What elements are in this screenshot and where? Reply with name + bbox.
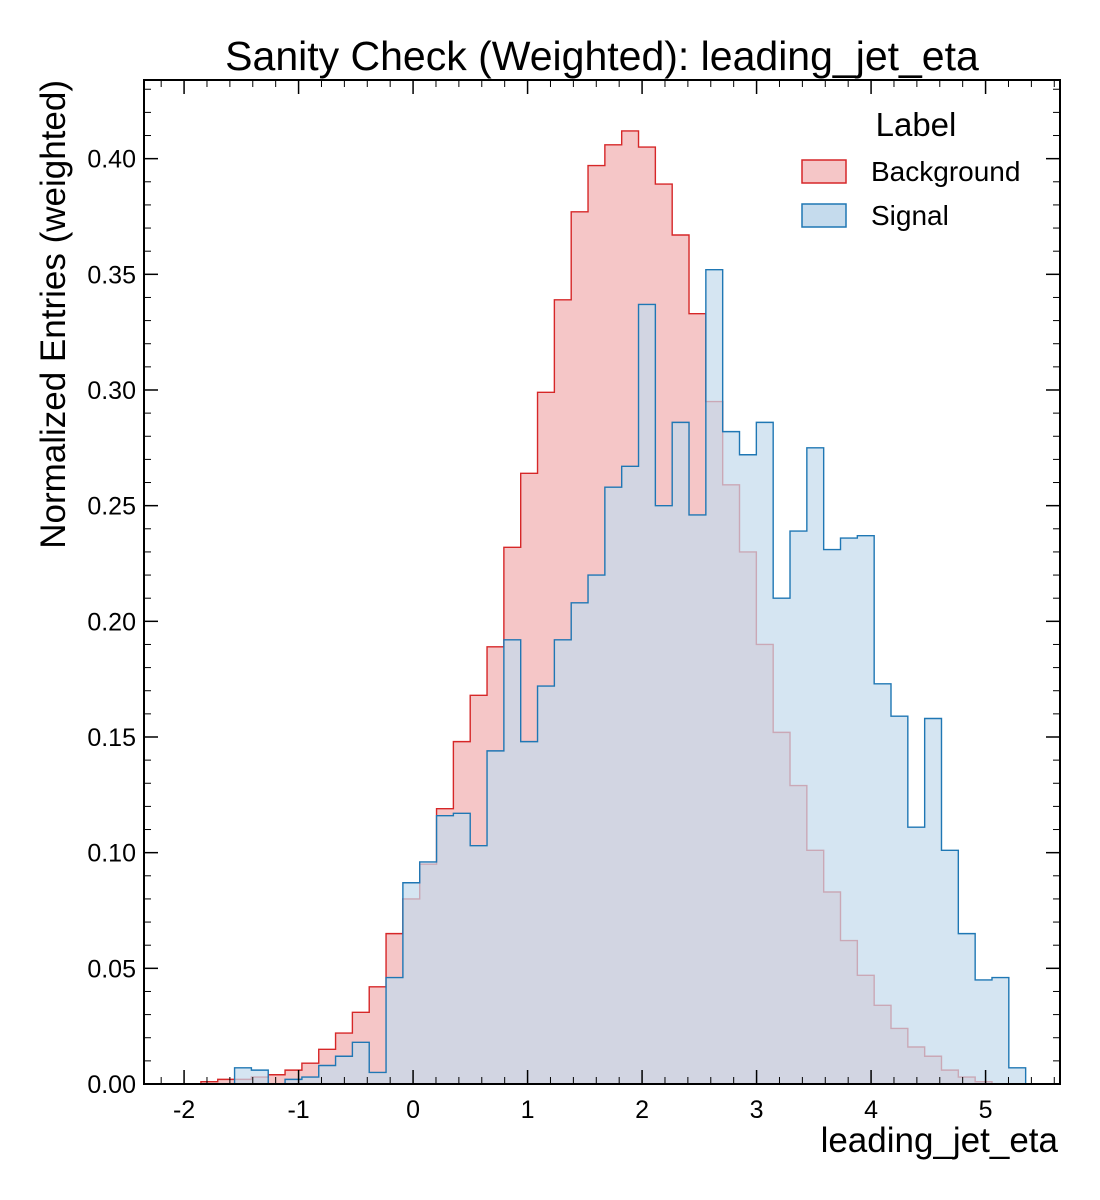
legend-swatch-signal [801, 203, 847, 228]
legend-swatch-background [801, 159, 847, 184]
legend-label-background: Background [871, 156, 1020, 187]
y-tick-label: 0.20 [87, 608, 136, 636]
y-tick-label: 0.30 [87, 377, 136, 405]
x-tick-label: 0 [406, 1096, 420, 1124]
y-tick-label: 0.10 [87, 840, 136, 868]
legend-title: Label [876, 106, 957, 143]
x-tick-label: 4 [864, 1096, 878, 1124]
y-tick-label: 0.35 [87, 261, 136, 289]
y-tick-label: 0.25 [87, 493, 136, 521]
x-tick-label: 1 [521, 1096, 535, 1124]
x-tick-label: 5 [979, 1096, 993, 1124]
y-axis-label: Normalized Entries (weighted) [34, 80, 73, 549]
axis-ticks: -2 -1 0 1 2 3 4 5 0.00 0.05 0.10 0.15 0.20 0.25 0.30 0.… [87, 80, 1060, 1124]
y-tick-label: 0.00 [87, 1071, 136, 1099]
y-tick-label: 0.40 [87, 146, 136, 174]
chart-title: Sanity Check (Weighted): leading_jet_eta [225, 33, 979, 79]
legend-label-signal: Signal [871, 200, 949, 231]
series-outline-signal [184, 269, 1027, 1085]
plot-area [184, 130, 1027, 1085]
series-fill-signal [184, 269, 1026, 1084]
x-axis-label: leading_jet_eta [821, 1121, 1059, 1160]
x-tick-label: -2 [173, 1096, 195, 1124]
plot-frame [143, 79, 1061, 1085]
x-tick-label: 3 [750, 1096, 764, 1124]
x-tick-label: 2 [635, 1096, 649, 1124]
x-tick-label: -1 [287, 1096, 309, 1124]
legend: Label Background Signal [801, 106, 1020, 231]
y-tick-label: 0.15 [87, 724, 136, 752]
y-tick-label: 0.05 [87, 955, 136, 983]
